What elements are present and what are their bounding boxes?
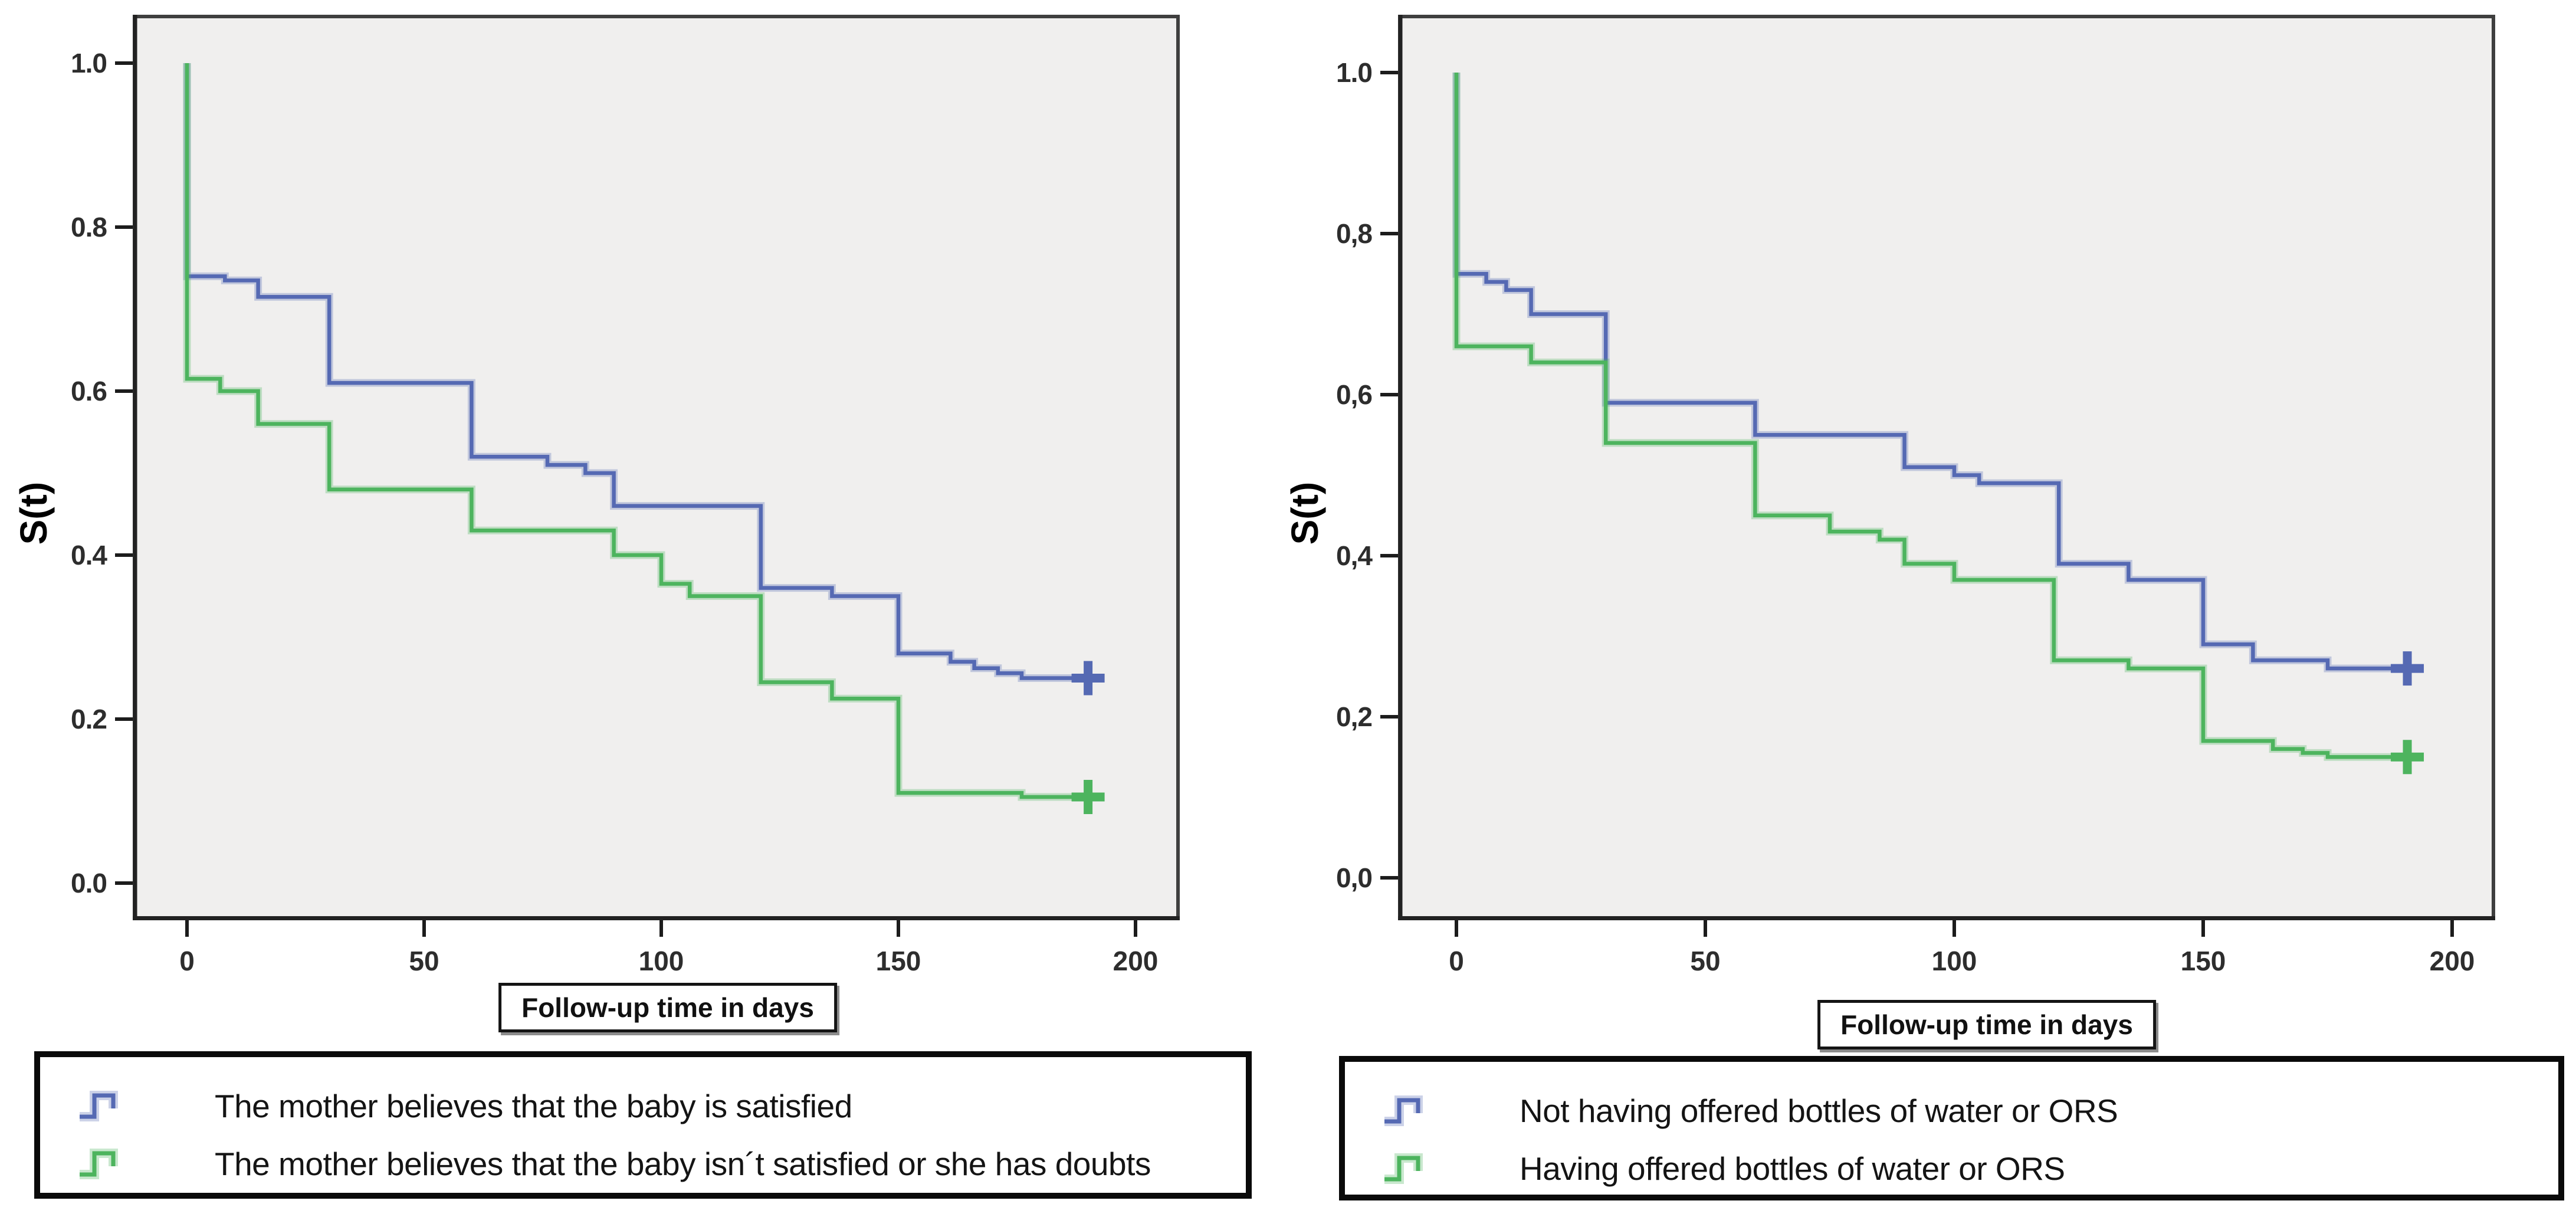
x-tick-mark [897,920,900,937]
x-tick-label: 150 [875,946,921,976]
km-curves-svg [133,15,1180,920]
step-line-swatch-icon [1384,1153,1423,1184]
x-tick-mark [185,920,189,937]
x-tick-mark [2450,920,2454,937]
y-tick-mark [115,225,133,229]
y-tick-mark [1380,715,1398,719]
legend-item: Having offered bottles of water or ORS [1381,1140,2558,1198]
x-tick-mark [1455,920,1458,937]
step-line-swatch-icon [80,1091,118,1121]
legend: The mother believes that the baby is sat… [34,1051,1252,1199]
y-axis-title: S(t) [1284,481,1326,545]
legend-label: The mother believes that the baby is sat… [215,1088,852,1124]
x-tick-label: 50 [1690,946,1721,976]
y-tick-label: 0,2 [1336,701,1373,732]
x-tick-mark [1952,920,1956,937]
step-line-swatch-icon [1384,1095,1423,1126]
y-tick-mark [115,61,133,65]
legend-label: The mother believes that the baby isn´t … [215,1146,1151,1182]
censor-plus-marker [1071,780,1105,815]
y-tick-mark [115,881,133,885]
y-tick-mark [1380,554,1398,557]
legend-item: The mother believes that the baby isn´t … [77,1135,1246,1193]
plot-area [1398,15,2495,920]
y-tick-label: 1.0 [1336,57,1373,88]
x-tick-label: 200 [2429,946,2475,976]
x-tick-mark [422,920,426,937]
x-axis-title-box: Follow-up time in days [1817,1000,2156,1049]
y-tick-label: 0.8 [71,212,107,242]
legend-label: Having offered bottles of water or ORS [1520,1150,2065,1187]
y-tick-mark [1380,232,1398,235]
y-tick-label: 0,4 [1336,540,1373,571]
x-tick-mark [1134,920,1137,937]
x-axis-title: Follow-up time in days [521,992,814,1023]
y-tick-label: 0.2 [71,704,107,734]
x-axis-title-box: Follow-up time in days [498,983,837,1032]
x-tick-label: 100 [1931,946,1977,976]
x-tick-label: 150 [2180,946,2226,976]
y-tick-mark [115,389,133,393]
legend-item: Not having offered bottles of water or O… [1381,1082,2558,1140]
y-tick-mark [1380,393,1398,396]
legend-label: Not having offered bottles of water or O… [1520,1093,2118,1129]
y-tick-label: 0.4 [71,540,107,570]
censor-plus-marker [1071,661,1105,696]
x-tick-label: 0 [179,946,195,976]
y-tick-label: 0.6 [71,376,107,406]
y-tick-mark [1380,71,1398,74]
y-tick-mark [1380,876,1398,880]
plot-area [133,15,1180,920]
y-tick-label: 1.0 [71,48,107,78]
y-tick-mark [115,553,133,557]
legend-item: The mother believes that the baby is sat… [77,1077,1246,1135]
x-tick-mark [1704,920,1707,937]
y-tick-label: 0.0 [71,868,107,898]
censor-plus-marker [2391,740,2424,775]
legend: Not having offered bottles of water or O… [1339,1056,2564,1200]
x-axis-title: Follow-up time in days [1840,1009,2133,1040]
censor-plus-marker [2391,651,2424,686]
x-tick-label: 100 [638,946,684,976]
km-curves-svg [1398,15,2495,920]
x-tick-label: 0 [1449,946,1464,976]
y-tick-label: 0,8 [1336,218,1373,249]
y-tick-label: 0,6 [1336,379,1373,410]
step-line-swatch-icon [80,1149,118,1179]
x-tick-mark [2201,920,2205,937]
y-tick-label: 0,0 [1336,862,1373,893]
x-tick-mark [659,920,663,937]
x-tick-label: 200 [1113,946,1159,976]
y-tick-mark [115,717,133,721]
x-tick-label: 50 [409,946,439,976]
